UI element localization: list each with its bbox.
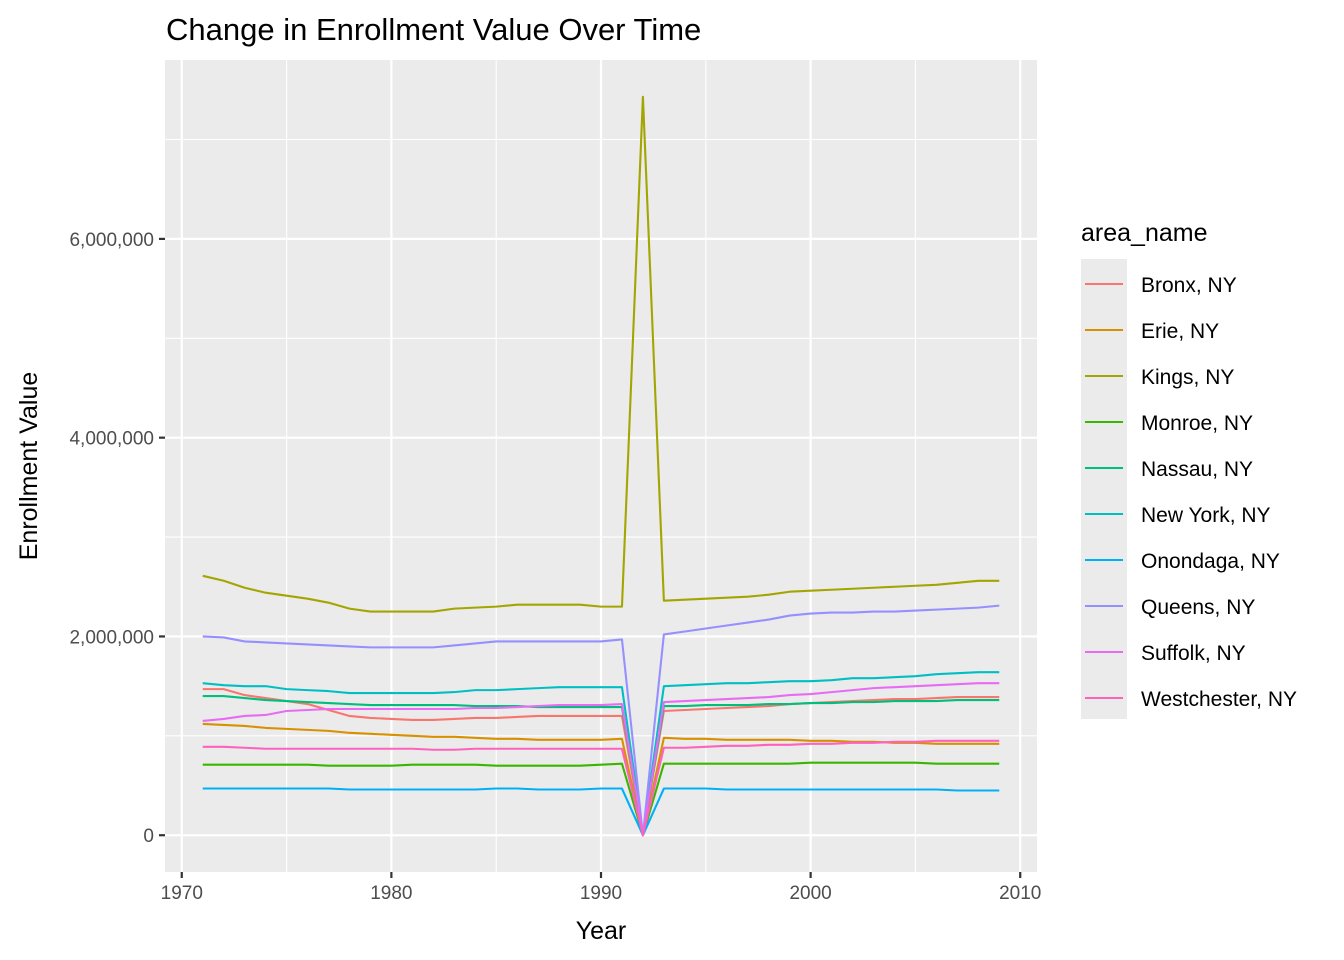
- series-layer: [202, 95, 1000, 837]
- x-tick-label: 2010: [999, 883, 1041, 904]
- legend-label: Kings, NY: [1141, 366, 1234, 389]
- y-tick-label: 4,000,000: [69, 429, 154, 450]
- series-line-bronx-ny: [202, 688, 1000, 837]
- legend-items: Bronx, NY Erie, NY Kings, NY Monroe, NY Nass…: [1085, 274, 1297, 711]
- legend-label: New York, NY: [1141, 504, 1271, 527]
- legend-label: Monroe, NY: [1141, 412, 1253, 435]
- series-line-kings-ny: [202, 95, 1000, 613]
- legend-key-background: [1081, 259, 1127, 719]
- x-tick-label: 2000: [789, 883, 831, 904]
- y-tick-label: 2,000,000: [69, 627, 154, 648]
- chart-title: Change in Enrollment Value Over Time: [166, 12, 701, 47]
- legend-label: Onondaga, NY: [1141, 550, 1280, 573]
- x-tick-label: 1970: [161, 883, 203, 904]
- legend-label: Westchester, NY: [1141, 688, 1297, 711]
- y-tick-label: 6,000,000: [69, 230, 154, 251]
- series-line-westchester-ny: [202, 739, 1000, 837]
- y-axis-title: Enrollment Value: [15, 372, 43, 561]
- series-line-monroe-ny: [202, 761, 1000, 837]
- legend: area_name Bronx, NY Erie, NY Kings, NY Monr…: [1081, 219, 1297, 719]
- x-tick-label: 1990: [580, 883, 622, 904]
- legend-title: area_name: [1081, 219, 1207, 247]
- x-axis-title: Year: [576, 917, 627, 945]
- legend-label: Erie, NY: [1141, 320, 1219, 343]
- x-axis: 1970 1980 1990 2000 2010: [161, 872, 1041, 904]
- series-line-onondaga-ny: [202, 787, 1000, 837]
- legend-label: Nassau, NY: [1141, 458, 1253, 481]
- grid-major: [165, 60, 1037, 872]
- series-line-suffolk-ny: [202, 682, 1000, 837]
- series-line-nassau-ny: [202, 695, 1000, 837]
- y-tick-label: 0: [143, 826, 154, 847]
- legend-label: Bronx, NY: [1141, 274, 1237, 297]
- legend-label: Queens, NY: [1141, 596, 1255, 619]
- series-line-queens-ny: [202, 604, 1000, 837]
- y-axis: 0 2,000,000 4,000,000 6,000,000: [69, 230, 165, 847]
- x-tick-label: 1980: [370, 883, 412, 904]
- legend-label: Suffolk, NY: [1141, 642, 1246, 665]
- series-line-new-york-ny: [202, 671, 1000, 837]
